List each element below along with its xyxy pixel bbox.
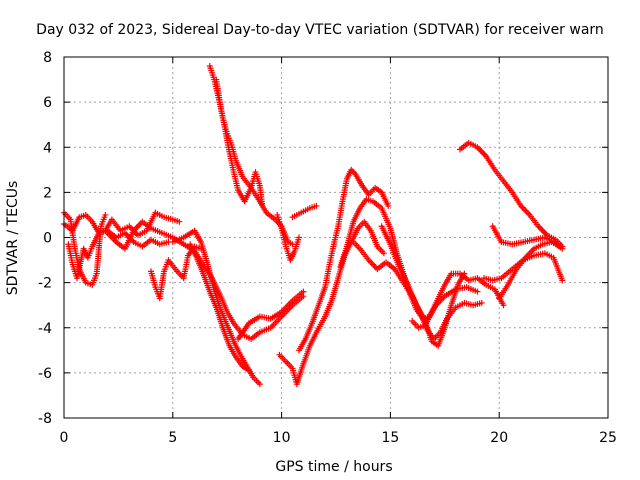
data-point-marker bbox=[245, 367, 252, 374]
x-axis-label: GPS time / hours bbox=[275, 459, 392, 475]
x-tick-label: 20 bbox=[490, 430, 508, 446]
series-track-3 bbox=[65, 227, 172, 282]
data-point-marker bbox=[559, 277, 566, 284]
y-tick-label: -4 bbox=[38, 321, 52, 337]
series-track-21 bbox=[480, 250, 566, 284]
series-track-20 bbox=[489, 223, 566, 252]
y-tick-label: 6 bbox=[43, 95, 52, 111]
y-tick-label: -6 bbox=[38, 366, 52, 382]
series-track-5 bbox=[148, 243, 205, 302]
data-point-marker bbox=[380, 250, 387, 257]
y-tick-label: 2 bbox=[43, 185, 52, 201]
data-point-marker bbox=[300, 288, 307, 295]
y-tick-label: 4 bbox=[43, 140, 52, 156]
x-tick-label: 25 bbox=[599, 430, 617, 446]
data-point-marker bbox=[256, 381, 263, 388]
data-point-marker bbox=[259, 200, 266, 207]
chart-title: Day 032 of 2023, Sidereal Day-to-day VTE… bbox=[36, 22, 604, 38]
data-point-marker bbox=[478, 299, 485, 306]
axis-ticks: 0 5 10 15 20 25 -8 -6 -4 -2 0 2 4 6 8 bbox=[38, 50, 617, 446]
data-point-marker bbox=[474, 288, 481, 295]
y-tick-label: 8 bbox=[43, 50, 52, 66]
series-track-22 bbox=[496, 239, 564, 302]
series-track-7 bbox=[187, 241, 252, 374]
y-tick-label: -2 bbox=[38, 276, 52, 292]
data-point-marker bbox=[500, 302, 507, 309]
series-track-19 bbox=[457, 139, 566, 250]
data-point-marker bbox=[557, 243, 564, 250]
series-track-15 bbox=[337, 196, 481, 322]
series-track-17 bbox=[378, 223, 468, 349]
data-point-marker bbox=[296, 234, 303, 241]
data-point-marker bbox=[313, 202, 320, 209]
y-tick-label: -8 bbox=[38, 411, 52, 427]
x-tick-label: 5 bbox=[168, 430, 177, 446]
data-point-marker bbox=[102, 211, 109, 218]
x-tick-label: 15 bbox=[381, 430, 399, 446]
series-track-9 bbox=[213, 76, 266, 207]
series-track-18 bbox=[409, 270, 507, 331]
data-point-marker bbox=[385, 202, 392, 209]
data-point-marker bbox=[176, 218, 183, 225]
data-points-layer bbox=[61, 63, 566, 388]
series-track-10 bbox=[274, 211, 303, 264]
series-track-13 bbox=[296, 166, 392, 354]
series-track-14 bbox=[289, 202, 320, 221]
x-tick-label: 0 bbox=[60, 430, 69, 446]
y-tick-label: 0 bbox=[43, 231, 52, 247]
x-tick-label: 10 bbox=[273, 430, 291, 446]
y-axis-label: SDTVAR / TECUs bbox=[5, 181, 21, 296]
series-track-11 bbox=[235, 288, 307, 343]
